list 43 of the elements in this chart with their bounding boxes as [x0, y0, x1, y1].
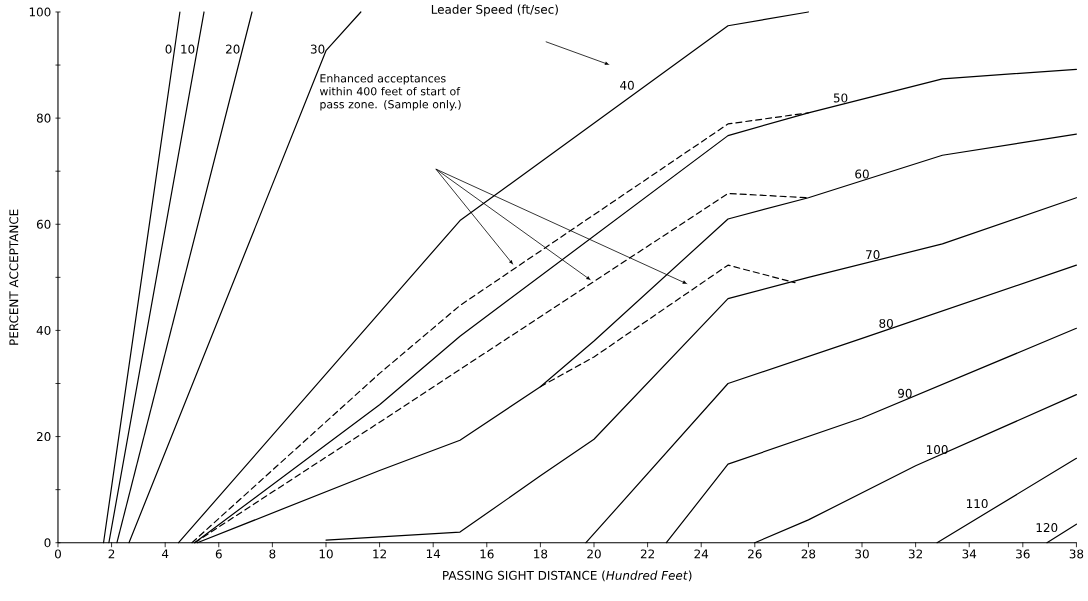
x-tick-label: 38 — [1069, 549, 1084, 559]
x-tick-label: 26 — [748, 549, 762, 559]
x-tick-label: 22 — [640, 549, 654, 559]
y-tick-label: 40 — [36, 326, 51, 336]
x-tick-label: 0 — [54, 549, 61, 559]
series-label: 40 — [620, 80, 634, 90]
series-label: 90 — [898, 388, 912, 399]
y-tick-label: 20 — [36, 432, 51, 442]
x-tick-label: 20 — [587, 549, 601, 559]
x-tick-label: 14 — [426, 549, 441, 559]
x-tick-label: 10 — [319, 549, 333, 559]
x-tick-label: 8 — [269, 549, 276, 559]
series-label: 120 — [1036, 523, 1058, 533]
y-tick-label: 80 — [36, 113, 51, 123]
series-label: 80 — [879, 319, 893, 329]
series-label: 0 — [165, 44, 172, 54]
series-label: 30 — [310, 44, 325, 54]
x-axis-title: PASSING SIGHT DISTANCE (Hundred Feet) — [443, 570, 692, 582]
x-tick-label: 30 — [855, 549, 869, 559]
series-label: 110 — [966, 499, 988, 509]
series-label: 60 — [855, 169, 869, 179]
x-tick-label: 18 — [534, 549, 548, 559]
y-tick-label: 60 — [36, 219, 51, 229]
y-tick-label: 0 — [44, 538, 51, 548]
x-tick-label: 2 — [108, 549, 115, 559]
x-tick-label: 4 — [161, 549, 169, 559]
series-label: 100 — [926, 445, 948, 455]
x-tick-label: 16 — [480, 549, 494, 559]
x-tick-label: 6 — [215, 549, 222, 559]
series-label: 50 — [833, 93, 848, 103]
annotation: Enhanced acceptances within 400 feet of start of pass zone. (Sample only.) — [319, 74, 461, 111]
x-tick-label: 34 — [962, 549, 977, 559]
x-tick-label: 12 — [373, 549, 386, 559]
series-label: 10 — [181, 44, 195, 54]
x-tick-label: 36 — [1016, 549, 1030, 559]
x-tick-label: 32 — [908, 549, 923, 559]
annotation: Leader Speed (ft/sec) — [431, 4, 558, 17]
series-label: 20 — [226, 44, 240, 54]
x-tick-label: 28 — [801, 549, 816, 559]
y-tick-label: 100 — [29, 7, 51, 17]
series-label: 70 — [866, 250, 880, 260]
y-axis-title: PERCENT ACCEPTANCE — [9, 209, 19, 345]
x-tick-label: 24 — [694, 549, 709, 559]
